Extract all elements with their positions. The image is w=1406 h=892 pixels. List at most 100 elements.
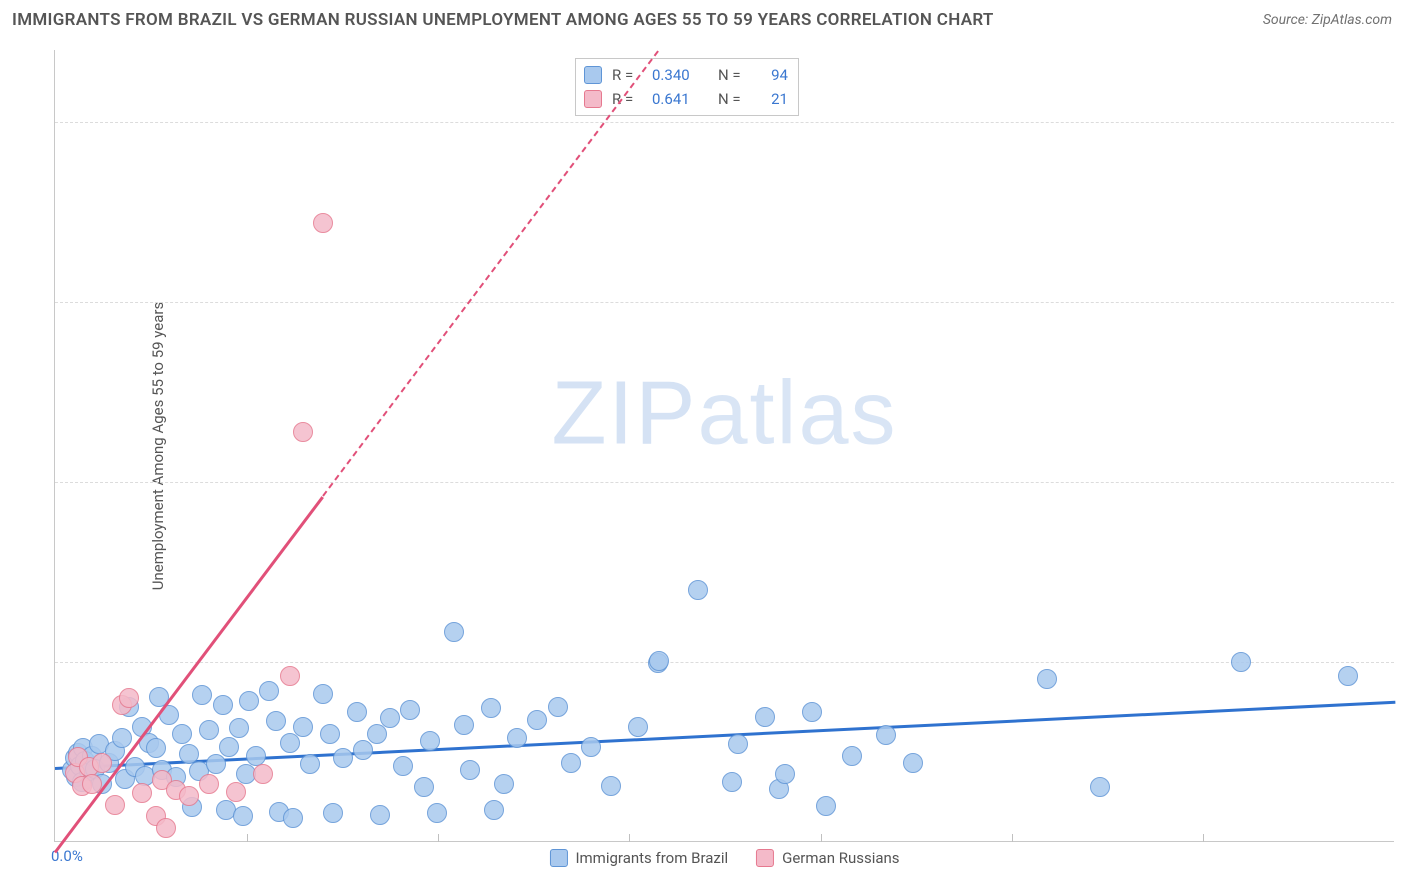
data-point-brazil	[112, 728, 132, 748]
data-point-brazil	[313, 684, 333, 704]
data-point-brazil	[1090, 777, 1110, 797]
data-point-brazil	[323, 803, 343, 823]
data-point-brazil	[206, 754, 226, 774]
data-point-german	[82, 774, 102, 794]
legend-swatch	[756, 849, 774, 867]
y-tick-label: 37.5%	[1399, 293, 1406, 311]
data-point-brazil	[370, 805, 390, 825]
data-point-brazil	[427, 803, 447, 823]
data-point-brazil	[460, 760, 480, 780]
data-point-brazil	[444, 622, 464, 642]
gridline-horizontal	[55, 302, 1394, 303]
trend-line	[322, 50, 659, 496]
data-point-brazil	[728, 734, 748, 754]
y-tick-label: 12.5%	[1399, 653, 1406, 671]
data-point-brazil	[239, 691, 259, 711]
data-point-brazil	[420, 731, 440, 751]
data-point-brazil	[320, 724, 340, 744]
legend-swatch	[549, 849, 567, 867]
data-point-german	[105, 795, 125, 815]
data-point-brazil	[527, 710, 547, 730]
data-point-brazil	[1231, 652, 1251, 672]
data-point-brazil	[1037, 669, 1057, 689]
data-point-brazil	[755, 707, 775, 727]
data-point-brazil	[581, 737, 601, 757]
data-point-german	[132, 783, 152, 803]
gridline-horizontal	[55, 482, 1394, 483]
data-point-brazil	[280, 733, 300, 753]
data-point-brazil	[172, 724, 192, 744]
data-point-german	[156, 818, 176, 838]
data-point-brazil	[414, 777, 434, 797]
data-point-brazil	[283, 808, 303, 828]
watermark-part-a: ZIP	[551, 363, 697, 463]
data-point-brazil	[876, 725, 896, 745]
x-tick	[1012, 834, 1013, 842]
data-point-brazil	[192, 685, 212, 705]
data-point-brazil	[561, 753, 581, 773]
data-point-brazil	[380, 708, 400, 728]
data-point-brazil	[816, 796, 836, 816]
legend-n-label: N =	[718, 66, 748, 84]
legend-item-german: German Russians	[756, 849, 899, 867]
data-point-brazil	[219, 737, 239, 757]
data-point-brazil	[903, 753, 923, 773]
data-point-brazil	[548, 697, 568, 717]
legend-n-value: 94	[758, 66, 788, 84]
x-tick	[1203, 834, 1204, 842]
data-point-brazil	[649, 651, 669, 671]
data-point-brazil	[688, 580, 708, 600]
data-point-german	[253, 764, 273, 784]
x-tick	[438, 834, 439, 842]
data-point-brazil	[775, 764, 795, 784]
data-point-brazil	[1338, 666, 1358, 686]
data-point-german	[226, 782, 246, 802]
data-point-brazil	[233, 806, 253, 826]
legend-label: German Russians	[782, 849, 899, 867]
legend-swatch	[584, 66, 602, 84]
chart-title: IMMIGRANTS FROM BRAZIL VS GERMAN RUSSIAN…	[12, 10, 994, 30]
x-tick	[629, 834, 630, 842]
data-point-brazil	[842, 746, 862, 766]
data-point-brazil	[628, 717, 648, 737]
data-point-brazil	[454, 715, 474, 735]
x-tick	[247, 834, 248, 842]
legend-r-value: 0.641	[652, 90, 708, 108]
chart-area: Unemployment Among Ages 55 to 59 years Z…	[54, 50, 1394, 842]
data-point-german	[313, 213, 333, 233]
legend-swatch	[584, 90, 602, 108]
legend-label: Immigrants from Brazil	[575, 849, 728, 867]
x-tick	[821, 834, 822, 842]
data-point-brazil	[199, 720, 219, 740]
gridline-horizontal	[55, 122, 1394, 123]
legend-n-value: 21	[758, 90, 788, 108]
data-point-german	[293, 422, 313, 442]
data-point-brazil	[367, 724, 387, 744]
data-point-brazil	[293, 717, 313, 737]
y-tick-label: 25.0%	[1399, 473, 1406, 491]
data-point-brazil	[722, 772, 742, 792]
data-point-brazil	[393, 756, 413, 776]
data-point-brazil	[266, 711, 286, 731]
data-point-german	[92, 753, 112, 773]
data-point-brazil	[213, 695, 233, 715]
legend-correlation-box: R =0.340N =94R =0.641N =21	[575, 58, 799, 116]
legend-n-label: N =	[718, 90, 748, 108]
watermark-part-b: atlas	[697, 363, 897, 463]
data-point-brazil	[259, 681, 279, 701]
data-point-brazil	[300, 754, 320, 774]
data-point-german	[179, 786, 199, 806]
legend-row-brazil: R =0.340N =94	[584, 63, 788, 87]
data-point-brazil	[494, 774, 514, 794]
source-attribution: Source: ZipAtlas.com	[1263, 12, 1392, 28]
plot-region: ZIPatlas 0.0% 20.0% R =0.340N =94R =0.64…	[54, 50, 1394, 842]
data-point-brazil	[601, 776, 621, 796]
legend-series: Immigrants from Brazil German Russians	[549, 849, 899, 867]
data-point-brazil	[400, 700, 420, 720]
data-point-brazil	[484, 800, 504, 820]
data-point-brazil	[353, 740, 373, 760]
data-point-german	[199, 774, 219, 794]
watermark: ZIPatlas	[551, 362, 897, 465]
gridline-horizontal	[55, 662, 1394, 663]
data-point-german	[119, 688, 139, 708]
